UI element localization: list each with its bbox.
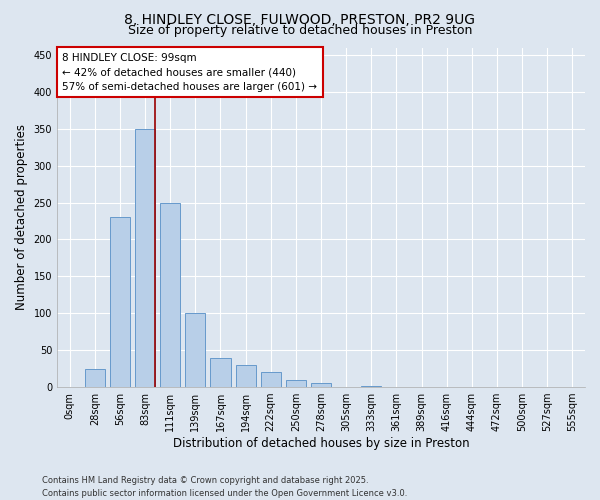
Bar [160, 202, 180, 387]
Text: 8 HINDLEY CLOSE: 99sqm
← 42% of detached houses are smaller (440)
57% of semi-de: 8 HINDLEY CLOSE: 99sqm ← 42% of detached… [62, 52, 317, 92]
Y-axis label: Number of detached properties: Number of detached properties [15, 124, 28, 310]
Bar [110, 218, 130, 387]
Bar [311, 384, 331, 387]
Bar [286, 380, 306, 387]
Bar [185, 314, 205, 387]
X-axis label: Distribution of detached houses by size in Preston: Distribution of detached houses by size … [173, 437, 469, 450]
Text: 8, HINDLEY CLOSE, FULWOOD, PRESTON, PR2 9UG: 8, HINDLEY CLOSE, FULWOOD, PRESTON, PR2 … [125, 12, 476, 26]
Bar [236, 365, 256, 387]
Bar [85, 368, 105, 387]
Bar [361, 386, 382, 387]
Bar [135, 128, 155, 387]
Text: Size of property relative to detached houses in Preston: Size of property relative to detached ho… [128, 24, 472, 37]
Text: Contains HM Land Registry data © Crown copyright and database right 2025.
Contai: Contains HM Land Registry data © Crown c… [42, 476, 407, 498]
Bar [260, 372, 281, 387]
Bar [211, 358, 230, 387]
